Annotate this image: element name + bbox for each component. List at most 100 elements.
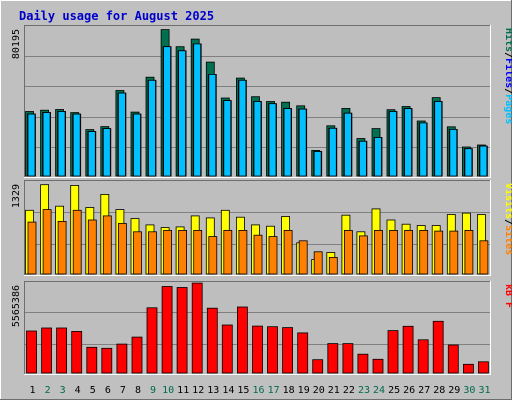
bar-kb-f-day-19 xyxy=(297,332,309,374)
legend-item-: / xyxy=(503,52,512,58)
day-label: 23 xyxy=(358,385,370,396)
series-kb-f xyxy=(26,282,489,374)
series-sites xyxy=(27,209,489,275)
bar-kb-f-day-31 xyxy=(477,361,489,374)
legend-item-pages: Pages xyxy=(503,94,512,124)
day-label: 8 xyxy=(135,385,141,396)
day-label: 3 xyxy=(60,385,66,396)
bar-sites-day-5 xyxy=(87,219,97,275)
bar-kb-f-day-4 xyxy=(71,330,83,374)
bar-pages-day-24 xyxy=(374,137,382,177)
kbytes-max-label: 5565386 xyxy=(11,285,22,327)
bar-sites-day-22 xyxy=(343,229,353,275)
legend-item-files: Files xyxy=(503,58,512,88)
bar-kb-f-day-14 xyxy=(221,324,233,374)
bar-pages-day-5 xyxy=(87,131,96,177)
bar-kb-f-day-12 xyxy=(191,282,203,374)
bar-sites-day-13 xyxy=(208,236,218,275)
bar-pages-day-17 xyxy=(268,103,277,177)
bar-sites-day-15 xyxy=(238,229,248,275)
day-label: 9 xyxy=(150,385,156,396)
day-label: 4 xyxy=(75,385,81,396)
day-label: 2 xyxy=(45,385,51,396)
legend-item-: / xyxy=(503,88,512,94)
bar-kb-f-day-25 xyxy=(387,330,399,374)
bar-sites-day-19 xyxy=(298,240,308,275)
bar-kb-f-day-26 xyxy=(402,325,414,374)
bar-sites-day-18 xyxy=(283,229,293,275)
series-pages xyxy=(27,43,488,177)
day-label: 6 xyxy=(105,385,111,396)
bar-pages-day-8 xyxy=(133,113,141,177)
day-label: 27 xyxy=(418,385,430,396)
bar-sites-day-6 xyxy=(102,215,112,275)
kbytes-legend: kB F xyxy=(503,284,512,308)
bar-pages-day-20 xyxy=(313,151,322,177)
bar-pages-day-3 xyxy=(57,111,66,177)
bar-kb-f-day-11 xyxy=(176,287,188,374)
bar-sites-day-26 xyxy=(404,229,414,275)
bar-sites-day-10 xyxy=(163,229,173,275)
bar-sites-day-23 xyxy=(358,235,368,275)
bar-sites-day-3 xyxy=(57,220,67,275)
bar-sites-day-8 xyxy=(133,231,142,275)
day-label: 13 xyxy=(207,385,219,396)
bar-sites-day-27 xyxy=(419,229,429,275)
bar-kb-f-day-24 xyxy=(372,358,384,374)
bar-pages-day-29 xyxy=(449,128,458,177)
bar-sites-day-28 xyxy=(434,230,444,275)
sites-visits-panel: 1329 Visits/Sites xyxy=(11,180,512,276)
bar-sites-day-16 xyxy=(253,234,263,275)
bar-sites-day-30 xyxy=(464,229,474,275)
bar-sites-day-14 xyxy=(223,229,233,275)
bar-pages-day-22 xyxy=(343,112,352,177)
bar-kb-f-day-22 xyxy=(342,343,354,374)
bar-pages-day-13 xyxy=(208,74,217,177)
day-label: 14 xyxy=(222,385,234,396)
bar-kb-f-day-8 xyxy=(131,336,143,374)
legend-item-: / xyxy=(503,219,512,225)
bar-kb-f-day-29 xyxy=(447,344,459,374)
bar-kb-f-day-7 xyxy=(116,343,128,374)
bar-kb-f-day-20 xyxy=(312,359,324,374)
bar-sites-day-25 xyxy=(389,229,398,275)
bar-pages-day-28 xyxy=(434,101,443,177)
day-label: 16 xyxy=(252,385,264,396)
bar-kb-f-day-27 xyxy=(417,339,429,374)
bar-kb-f-day-1 xyxy=(26,330,37,374)
bar-pages-day-19 xyxy=(298,108,307,177)
day-label: 25 xyxy=(388,385,400,396)
bar-kb-f-day-6 xyxy=(101,347,113,374)
day-label: 29 xyxy=(448,385,460,396)
bar-pages-day-7 xyxy=(118,92,126,177)
bar-pages-day-27 xyxy=(419,122,428,177)
bar-pages-day-14 xyxy=(223,100,232,177)
legend-item-visits: Visits xyxy=(503,183,512,219)
day-label: 18 xyxy=(283,385,295,396)
chart-title: Daily usage for August 2025 xyxy=(19,9,214,23)
sites-visits-max-label: 1329 xyxy=(11,184,22,208)
chart-panels: 80195Hits/Files/Pages1329Visits/Sites556… xyxy=(11,25,512,375)
bar-sites-day-11 xyxy=(178,229,188,275)
bar-kb-f-day-10 xyxy=(161,286,173,374)
bar-sites-day-21 xyxy=(328,256,338,275)
bar-kb-f-day-18 xyxy=(282,327,294,374)
bar-pages-day-30 xyxy=(464,148,473,177)
bar-pages-day-16 xyxy=(253,101,262,177)
day-label: 1 xyxy=(29,385,35,396)
bar-kb-f-day-2 xyxy=(41,327,52,374)
bar-kb-f-day-17 xyxy=(267,326,278,374)
bar-sites-day-29 xyxy=(449,230,459,275)
day-label: 21 xyxy=(328,385,340,396)
bar-sites-day-1 xyxy=(27,221,37,275)
bar-kb-f-day-21 xyxy=(327,343,339,374)
bar-pages-day-12 xyxy=(193,43,202,177)
day-label: 30 xyxy=(463,385,475,396)
bar-pages-day-4 xyxy=(72,113,81,177)
bar-sites-day-9 xyxy=(148,231,157,275)
bar-kb-f-day-23 xyxy=(357,353,369,374)
bar-sites-day-17 xyxy=(268,236,278,275)
day-label: 19 xyxy=(298,385,310,396)
